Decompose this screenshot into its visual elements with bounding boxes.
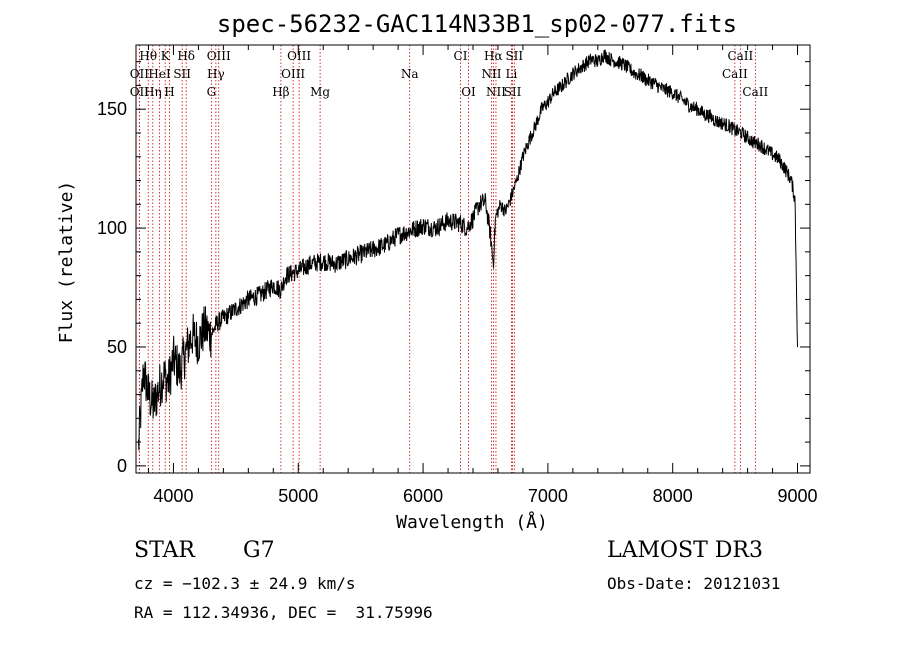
line-label-15: NII [481,67,501,81]
y-tick-label: 150 [97,99,127,119]
line-label-26: SII [504,85,522,99]
y-tick-label: 100 [97,218,127,238]
survey-name: LAMOST DR3 [607,538,763,563]
line-label-6: Hα [484,49,503,63]
line-label-13: OIII [281,67,305,81]
line-label-24: OI [461,85,476,99]
line-label-27: CaII [742,85,768,99]
object-class: STAR [134,538,195,563]
line-label-12: Hγ [207,67,225,81]
object-subclass: G7 [243,538,275,563]
line-label-16: Li [506,67,518,81]
x-tick-label: 6000 [403,486,443,506]
redshift-velocity: cz = −102.3 ± 24.9 km/s [134,574,356,593]
x-axis-label: Wavelength (Å) [396,511,548,533]
line-label-7: SII [505,49,523,63]
line-label-5: CI [454,49,468,63]
line-label-20: H [164,85,174,99]
y-tick-label: 50 [107,337,127,357]
x-tick-label: 7000 [528,486,568,506]
line-label-19: Hη [144,85,162,99]
line-label-10: HeI [148,67,171,81]
x-tick-label: 4000 [153,486,193,506]
emission-line-markers [138,45,756,473]
y-tick-label: 0 [117,456,127,476]
line-label-0: Hθ [139,49,157,63]
y-axis-label: Flux (relative) [56,181,77,344]
line-label-17: CaII [722,67,748,81]
line-label-25: NII [486,85,506,99]
coordinates: RA = 112.34936, DEC = 31.75996 [134,603,433,622]
line-label-23: Mg [310,85,330,99]
line-label-8: CaII [727,49,753,63]
line-label-3: OIII [207,49,231,63]
line-label-9: OII [130,67,150,81]
x-tick-label: 5000 [278,486,318,506]
spectrum-series [138,49,798,451]
chart-title: spec-56232-GAC114N33B1_sp02-077.fits [217,10,737,38]
x-tick-label: 9000 [777,486,817,506]
line-label-14: Na [401,67,419,81]
line-label-21: G [207,85,217,99]
axis-ticks: 4000 5000 6000 7000 8000 9000 0 50 100 150 [97,45,818,506]
line-label-22: Hβ [272,85,289,99]
spectrum-line [138,49,798,451]
line-label-2: Hδ [177,49,195,63]
line-label-1: K [161,49,171,63]
line-label-18: OII [130,85,150,99]
x-tick-label: 8000 [653,486,693,506]
observation-date: Obs-Date: 20121031 [607,574,781,593]
line-label-11: SII [173,67,191,81]
line-label-4: OIII [287,49,311,63]
plot-frame [135,44,811,474]
